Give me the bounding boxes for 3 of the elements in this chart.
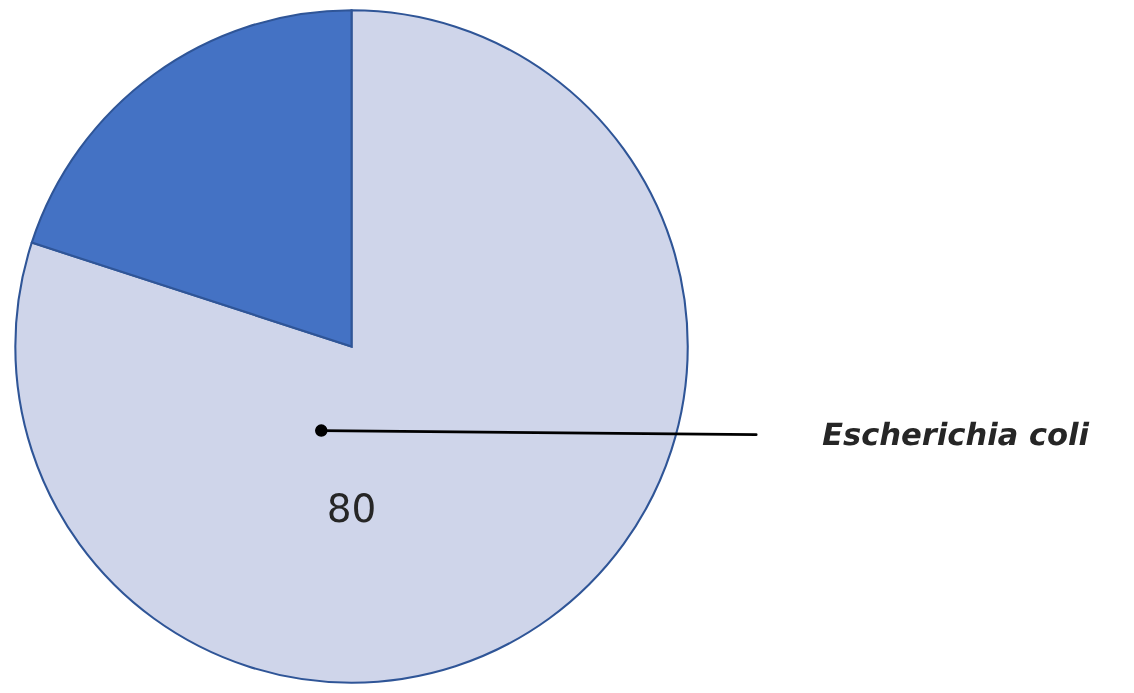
pie-slice: [14, 9, 689, 684]
data-label: 80: [329, 493, 374, 523]
slice-label: Escherichia coli: [822, 421, 1090, 446]
